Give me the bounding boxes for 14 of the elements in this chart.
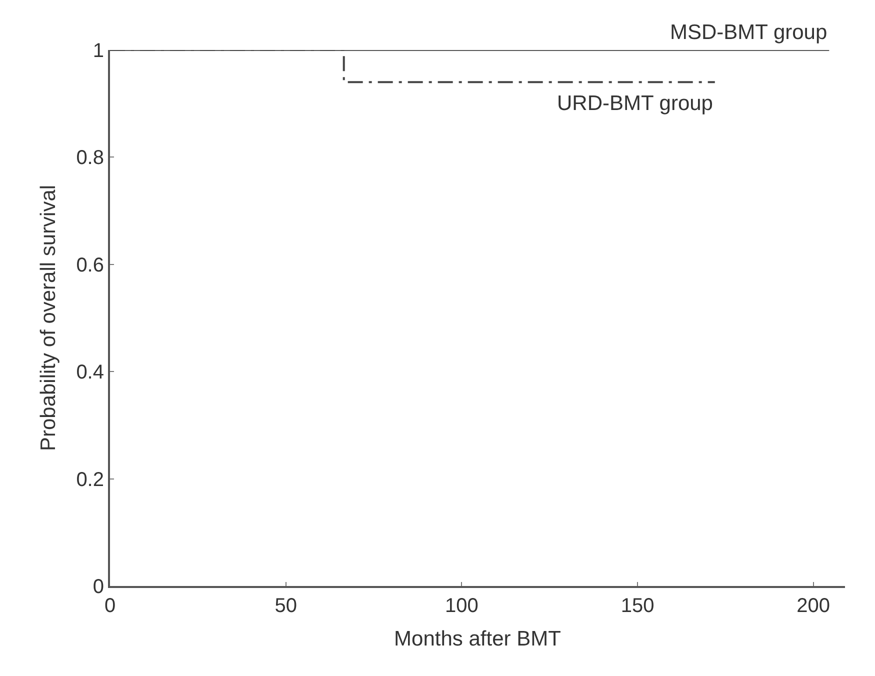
y-axis-title: Probability of overall survival — [36, 184, 60, 452]
y-tick-label: 0.4 — [76, 362, 104, 384]
series-label: MSD-BMT group — [670, 21, 828, 44]
y-tick-label: 0.8 — [76, 147, 104, 170]
y-tick-label: 0.6 — [76, 254, 104, 276]
x-axis-title: Months after BMT — [394, 628, 562, 651]
series-label: URD-BMT group — [557, 92, 713, 115]
y-tick-label: 0 — [92, 576, 104, 598]
x-tick-label: 200 — [796, 595, 830, 617]
x-tick-label: 50 — [274, 595, 297, 617]
y-tick-label: 1 — [92, 40, 104, 62]
x-tick-label: 150 — [620, 595, 654, 617]
x-tick-label: 100 — [444, 595, 478, 617]
y-tick-label: 0.2 — [76, 468, 104, 491]
